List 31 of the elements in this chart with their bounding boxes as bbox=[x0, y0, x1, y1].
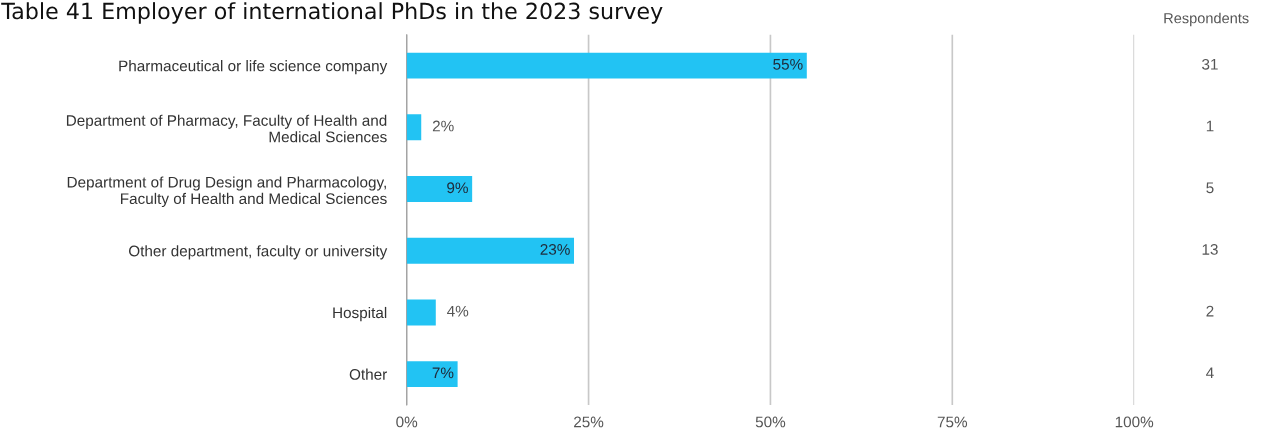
text: 5 bbox=[1206, 182, 1214, 194]
text: 2 bbox=[1206, 305, 1214, 317]
bar bbox=[406, 299, 436, 326]
x-tick-label: 50% bbox=[755, 416, 786, 428]
y-tick-label: Department of Drug Design and Pharmacology, Faculty of Health and Medical Sciences bbox=[67, 176, 387, 208]
x-tick-label: 100% bbox=[1115, 416, 1154, 428]
text: 31 bbox=[1202, 58, 1218, 70]
bar bbox=[406, 114, 422, 141]
bar bbox=[406, 361, 458, 388]
y-tick-label: Other department, faculty or university bbox=[129, 245, 388, 260]
text: Respondents bbox=[1164, 12, 1249, 27]
text: 4 bbox=[1206, 367, 1214, 379]
x-tick-label: 0% bbox=[396, 416, 418, 428]
y-tick-label: Department of Pharmacy, Faculty of Health and Medical Sciences bbox=[66, 114, 387, 143]
bar bbox=[406, 237, 575, 264]
x-tick-label: 75% bbox=[937, 416, 968, 428]
text: 13 bbox=[1202, 244, 1218, 255]
data-label: 7% bbox=[432, 367, 454, 379]
text: 1 bbox=[1206, 120, 1214, 132]
x-tick-label: 25% bbox=[574, 416, 604, 428]
data-label: 2% bbox=[432, 120, 454, 132]
data-label: 23% bbox=[540, 244, 570, 255]
data-label: 4% bbox=[447, 305, 469, 317]
chart-title: Table 41 Employer of international PhDs in the 2023 survey bbox=[1, 2, 663, 24]
data-label: 55% bbox=[773, 58, 803, 70]
y-tick-label: Hospital bbox=[333, 306, 387, 322]
y-tick-label: Pharmaceutical or life science company bbox=[119, 60, 388, 75]
y-tick-label: Other bbox=[349, 368, 387, 380]
bar bbox=[406, 176, 473, 202]
data-label: 9% bbox=[447, 182, 468, 194]
bar bbox=[406, 52, 807, 79]
